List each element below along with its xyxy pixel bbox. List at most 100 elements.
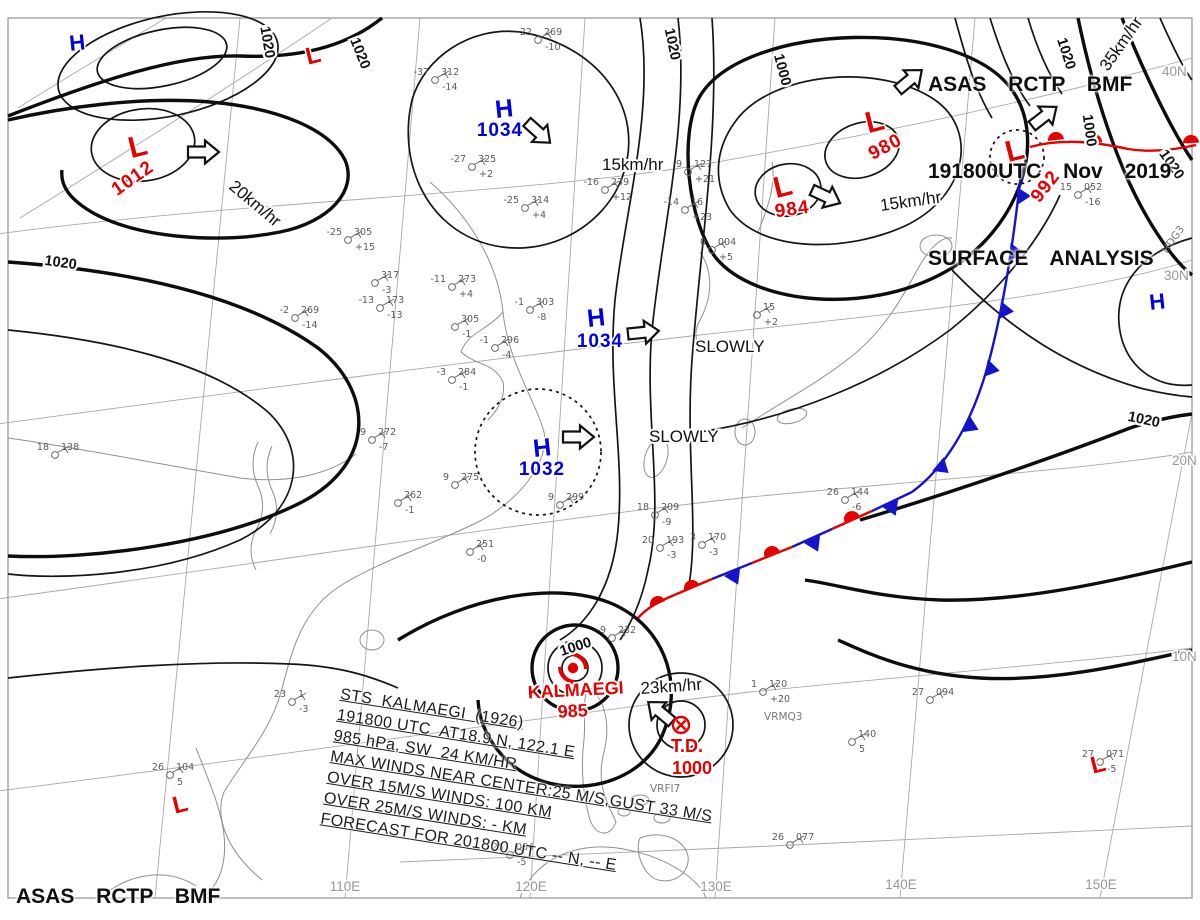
station-plot: 0 004 +5 [700,237,736,263]
station-value: 170 [708,532,726,543]
station-plot: -16 239 +12 [583,177,632,203]
chart-datetime: 191800UTC Nov 2019 [928,160,1172,183]
station-plot: -27 325 +2 [450,154,496,180]
station-value: 18 [637,502,649,513]
station-value: 27 [912,687,924,698]
station-plot: 262-1 [394,490,422,516]
station-value: -9 [662,517,671,528]
station-value: 077 [796,832,814,843]
station-plot: -14 16 +23 [663,197,712,223]
station-plot: -37 312 -14 [413,67,459,93]
pressure-center-value: 1034 [477,120,523,141]
station-plot: 25 084 -5 [492,842,534,868]
station-value: 312 [441,67,459,78]
station-plot: 1 120 +20 [751,679,790,705]
station-value: -37 [413,67,429,78]
cold-front-symbols [932,187,1031,473]
station-value: +23 [692,212,712,223]
station-value: 317 [381,270,399,281]
station-value: 296 [501,335,519,346]
station-value: -8 [537,312,546,323]
station-value: +21 [695,174,715,185]
station-value: -4 [502,350,511,361]
station-value: +20 [770,694,790,705]
movement-arrow [1027,105,1058,132]
station-value: -3 [382,285,391,296]
station-value: -1 [480,335,489,346]
movement-arrow-layer [186,68,1058,728]
movement-arrow [561,423,596,451]
station-value: 193 [666,535,684,546]
chart-id: ASAS RCTP BMF [16,885,221,908]
station-value: -2 [280,305,289,316]
station-value: 004 [718,237,736,248]
station-value: 275 [461,472,479,483]
station-value: 269 [301,305,319,316]
station-value: -9 [597,625,606,636]
station-value: 3 [690,532,696,543]
station-value: 9 [548,492,554,503]
station-plot: -9 127 +21 [673,159,716,185]
station-value: 15 [763,302,775,313]
pressure-center-h: H [532,433,553,463]
tropical-storm-symbol-kalmaegi [558,652,588,684]
tropical-depression-symbol [671,715,691,735]
station-value: 104 [176,762,194,773]
station-plot: 9 299 [548,492,584,509]
station-value: 18 [37,442,49,453]
station-value: 138 [61,442,79,453]
station-plot: 27 071 -5 [1082,749,1124,775]
station-value: -6 [852,502,861,513]
station-plot: 9 275 [443,472,479,489]
station-value: -14 [663,197,679,208]
map-border [7,17,1193,899]
station-value: 16 [691,197,703,208]
station-value: -1 [462,329,471,340]
ship-id-label: VRFI7 [650,783,680,795]
station-plot: 15+2 [753,302,778,328]
dotted-circle-l992 [989,129,1045,185]
warm-front-line [1029,140,1197,152]
station-value: 9 [443,472,449,483]
station-value: +15 [355,242,375,253]
station-value: 1 [751,679,757,690]
station-plot: 305-1 [451,314,479,340]
station-value: 325 [478,154,496,165]
station-value: 144 [851,487,869,498]
station-plot: -13 173 -13 [358,295,404,321]
station-plot: -3 284 -1 [437,367,477,393]
station-value: 120 [769,679,787,690]
station-plot: 317-3 [371,270,399,296]
station-value: -13 [358,295,374,306]
station-value: 0 [700,237,706,248]
motion-speed-label: 15km/hr [602,155,664,174]
station-value: 262 [404,490,422,501]
tropical-system-label: T.D. [671,736,703,756]
pressure-center-value: 984 [774,197,811,223]
pressure-center-value: 1032 [519,459,565,480]
station-value: -7 [379,442,388,453]
latitude-label: 10N [1172,649,1197,664]
station-value: 272 [378,427,396,438]
latitude-label: 40N [1162,64,1187,79]
station-value: 15 [1060,182,1072,193]
station-value: +12 [612,192,632,203]
station-value: 173 [386,295,404,306]
station-value: 251 [476,539,494,550]
motion-speed-label: 20km/hr [225,177,285,231]
station-plot: 26 104 5 [152,762,194,788]
station-plot: -9 232 [597,625,636,642]
station-value: -5 [517,857,526,868]
pressure-center-l: L [303,41,324,71]
station-plot: -25 314 +4 [503,195,549,221]
tropical-system-label: KALMAEGI [527,678,624,703]
station-value: 299 [566,492,584,503]
station-value: -27 [450,154,466,165]
station-plot: -1 303 -8 [515,297,555,323]
motion-speed-label: SLOWLY [695,337,765,356]
station-value: 25 [492,842,504,853]
station-value: -5 [1107,764,1116,775]
tropical-system-label: 985 [557,700,588,722]
